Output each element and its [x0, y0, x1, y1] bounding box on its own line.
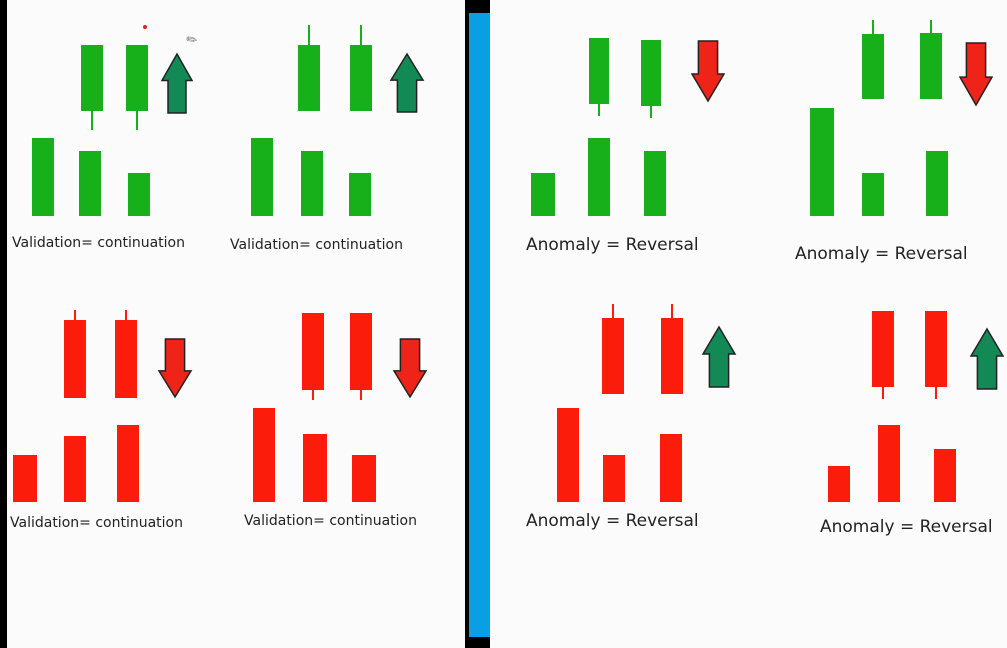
candle-signal-2 [661, 318, 683, 394]
candle-base-2 [862, 173, 884, 216]
candle-base-1 [557, 408, 579, 502]
candle-signal-2 [126, 45, 148, 111]
candle-signal-2 [925, 311, 947, 387]
candle-signal-2 [920, 33, 942, 99]
diagram-caption: Validation= continuation [244, 513, 417, 529]
candle-base-1 [32, 138, 54, 216]
candle-base-2 [588, 138, 610, 216]
diagram-caption: Anomaly = Reversal [526, 235, 699, 255]
candle-signal-2 [641, 40, 661, 106]
candle-base-2 [301, 151, 323, 216]
candle-base-3 [117, 425, 139, 502]
candle-base-2 [64, 436, 86, 502]
candle-signal-1 [298, 45, 320, 111]
candle-signal-1 [302, 313, 324, 390]
candle-base-3 [128, 173, 150, 216]
candle-base-2 [878, 425, 900, 502]
diagram-validation-green-2: Validation= continuation [230, 25, 425, 253]
arrow-down-icon [690, 40, 726, 103]
candle-base-3 [644, 151, 666, 216]
candle-signal-1 [589, 38, 609, 104]
arrow-up-icon [389, 52, 425, 113]
candle-base-1 [253, 408, 275, 502]
candle-base-3 [934, 449, 956, 502]
candle-base-3 [349, 173, 371, 216]
candle-signal-2 [350, 45, 372, 111]
diagram-anomaly-green-2: Anomaly = Reversal [795, 20, 994, 264]
candle-signal-1 [872, 311, 894, 387]
candle-signal-1 [64, 320, 86, 398]
arrow-down-icon [958, 42, 994, 107]
candle-signal-2 [350, 313, 372, 390]
arrow-up-icon [701, 325, 737, 388]
candle-base-1 [531, 173, 555, 216]
candle-base-1 [13, 455, 37, 502]
candle-base-1 [828, 466, 850, 502]
candle-base-1 [251, 138, 273, 216]
diagram-validation-green-1: Validation= continuation [12, 45, 194, 251]
candle-base-3 [926, 151, 948, 216]
diagram-caption: Validation= continuation [230, 237, 403, 253]
candle-base-2 [79, 151, 101, 216]
diagram-validation-red-2: Validation= continuation [244, 313, 428, 529]
diagram-anomaly-red-2: Anomaly = Reversal [820, 311, 1005, 537]
divider-bar [469, 13, 490, 637]
diagram-anomaly-red-1: Anomaly = Reversal [526, 304, 737, 531]
right-panel [490, 0, 1007, 648]
candle-base-1 [810, 108, 834, 216]
arrow-up-icon [160, 52, 194, 114]
diagram-caption: Anomaly = Reversal [526, 511, 699, 531]
arrow-down-icon [157, 338, 193, 399]
diagram-caption: Anomaly = Reversal [795, 244, 968, 264]
candle-base-2 [303, 434, 327, 502]
arrow-up-icon [969, 327, 1005, 390]
candle-signal-1 [862, 34, 884, 99]
candle-base-2 [603, 455, 625, 502]
diagram-anomaly-green-1: Anomaly = Reversal [526, 38, 726, 255]
diagram-caption: Validation= continuation [10, 515, 183, 531]
candle-base-3 [352, 455, 376, 502]
candle-signal-1 [602, 318, 624, 394]
arrow-down-icon [392, 338, 428, 399]
red-dot-marker [143, 25, 147, 29]
diagram-caption: Anomaly = Reversal [820, 517, 993, 537]
candle-signal-1 [81, 45, 103, 111]
diagram-caption: Validation= continuation [12, 235, 185, 251]
candle-signal-2 [115, 320, 137, 398]
diagram-validation-red-1: Validation= continuation [10, 310, 193, 531]
candle-base-3 [660, 434, 682, 502]
